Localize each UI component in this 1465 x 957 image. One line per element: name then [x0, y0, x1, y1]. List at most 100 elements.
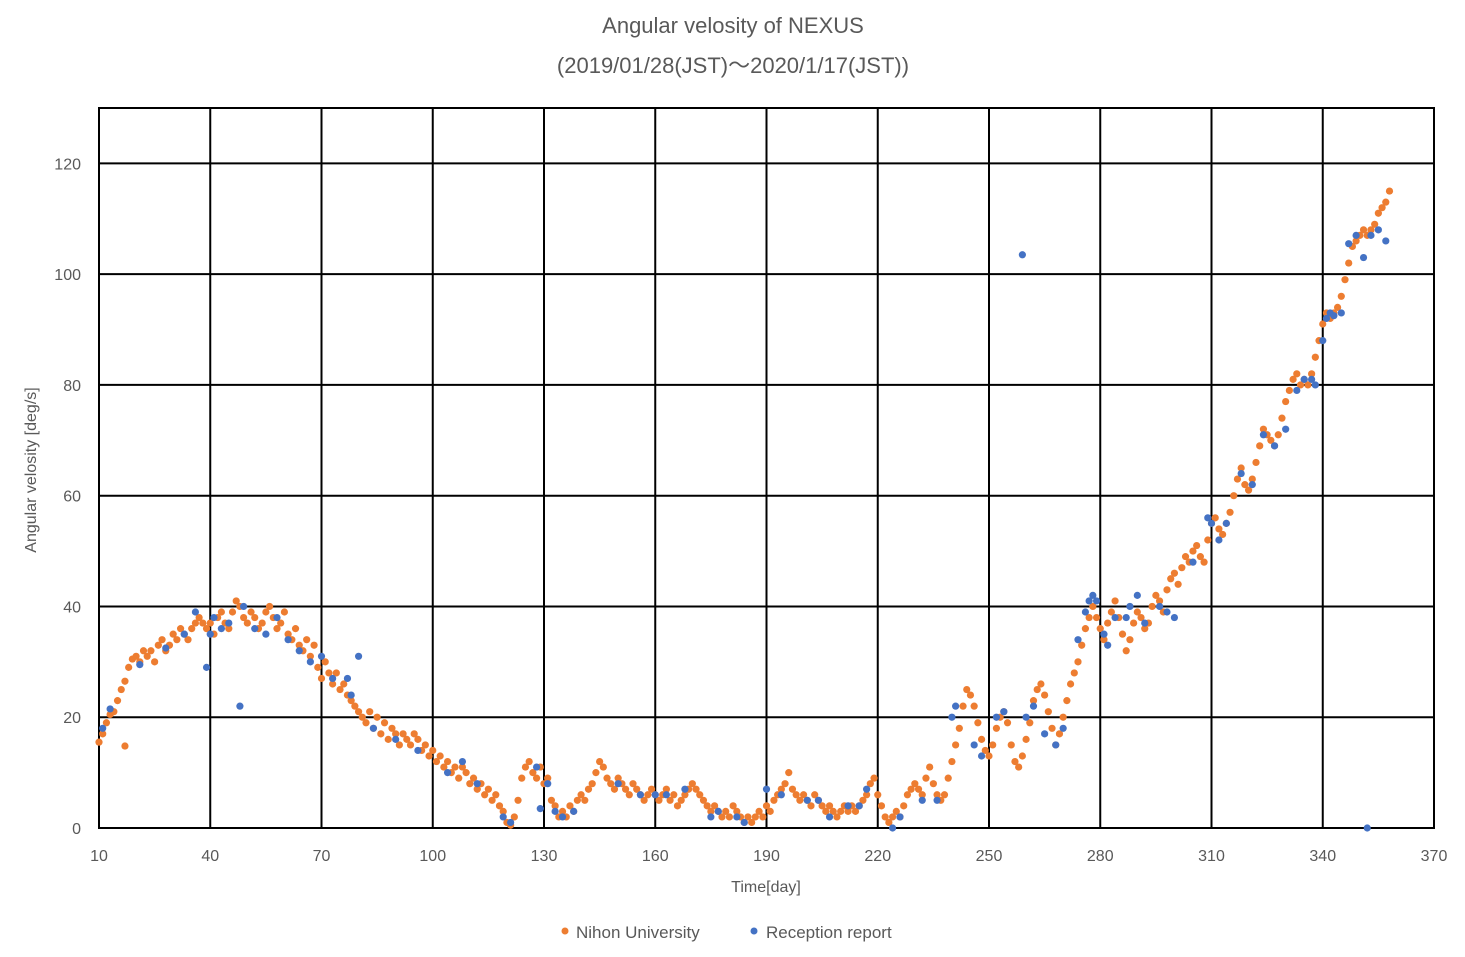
data-point	[825, 813, 834, 821]
data-point	[206, 630, 214, 638]
data-point	[1385, 187, 1394, 195]
data-point	[1037, 680, 1045, 688]
x-tick-label: 220	[864, 848, 891, 865]
data-point	[1170, 613, 1179, 622]
data-point	[295, 641, 303, 649]
data-point	[117, 685, 125, 694]
data-point	[469, 774, 478, 782]
data-point	[210, 613, 218, 622]
data-point	[944, 774, 952, 782]
data-point	[1256, 442, 1264, 450]
data-point	[900, 802, 908, 810]
data-point	[1382, 198, 1390, 206]
data-point	[1189, 547, 1197, 555]
data-point	[1308, 375, 1316, 383]
data-point	[521, 763, 530, 771]
data-point	[748, 818, 756, 827]
legend-marker-nihon-university	[561, 927, 569, 935]
data-point	[662, 785, 670, 793]
data-point	[303, 636, 311, 644]
data-point	[785, 769, 793, 777]
data-point	[829, 807, 837, 815]
data-point	[896, 813, 904, 821]
data-point	[184, 636, 192, 644]
data-point	[1026, 719, 1034, 727]
data-point	[1278, 414, 1286, 422]
legend: Nihon University Reception report	[561, 923, 892, 942]
data-point	[240, 613, 248, 622]
data-point	[392, 730, 400, 738]
data-point	[1092, 597, 1101, 605]
x-tick-label: 250	[976, 848, 1003, 865]
x-tick-label: 40	[201, 848, 219, 865]
data-point	[918, 796, 926, 804]
data-point	[377, 730, 385, 738]
data-point	[1181, 553, 1190, 561]
data-point	[106, 705, 114, 713]
data-point	[414, 735, 422, 743]
data-point	[1300, 375, 1308, 383]
data-point	[306, 658, 314, 666]
series-nihon-university	[95, 187, 1394, 829]
data-point	[1319, 320, 1327, 328]
data-point	[888, 813, 897, 821]
data-point	[265, 602, 274, 611]
data-point	[125, 663, 133, 671]
data-point	[421, 741, 429, 749]
data-point	[1118, 630, 1127, 638]
data-point	[340, 680, 348, 688]
data-point	[158, 636, 166, 644]
data-points	[95, 187, 1394, 832]
chart-title: Angular velosity of NEXUS	[602, 13, 864, 38]
data-point	[251, 613, 259, 622]
data-point	[1078, 641, 1086, 649]
data-point	[818, 802, 826, 810]
data-point	[666, 796, 674, 804]
data-point	[273, 625, 281, 633]
data-point	[1204, 536, 1212, 544]
data-point	[952, 702, 960, 710]
data-point	[354, 652, 363, 660]
data-point	[1163, 586, 1171, 594]
data-point	[1126, 636, 1134, 644]
data-point	[577, 791, 585, 799]
data-point	[863, 785, 871, 793]
data-point	[911, 780, 919, 788]
data-point	[1330, 312, 1338, 320]
data-point	[410, 730, 418, 738]
data-point	[514, 796, 522, 804]
data-point	[952, 741, 960, 749]
data-point	[1293, 370, 1301, 378]
data-point	[1174, 580, 1182, 588]
data-point	[963, 685, 971, 694]
data-point	[1055, 730, 1064, 738]
data-point	[240, 602, 248, 611]
data-point	[1259, 425, 1268, 433]
data-point	[1081, 608, 1090, 616]
data-point	[544, 780, 552, 788]
data-point	[825, 802, 834, 810]
data-point	[1244, 486, 1253, 494]
data-point	[277, 619, 285, 627]
data-point	[929, 780, 937, 788]
data-point	[551, 807, 559, 815]
data-point	[1308, 370, 1316, 378]
data-point	[1085, 597, 1093, 605]
y-tick-label: 0	[72, 821, 81, 838]
data-point	[1367, 226, 1375, 234]
data-point	[1000, 708, 1008, 716]
data-point	[1267, 436, 1275, 444]
data-point	[903, 791, 912, 799]
data-point	[1070, 669, 1078, 677]
data-point	[143, 652, 151, 660]
data-point	[1345, 259, 1353, 267]
data-point	[1048, 724, 1056, 732]
data-point	[863, 791, 871, 799]
data-point	[1215, 536, 1223, 544]
data-point	[1089, 591, 1097, 599]
data-point	[180, 630, 188, 638]
data-point	[147, 647, 155, 655]
data-point	[796, 796, 804, 804]
data-point	[536, 805, 544, 813]
data-point	[1052, 741, 1060, 749]
